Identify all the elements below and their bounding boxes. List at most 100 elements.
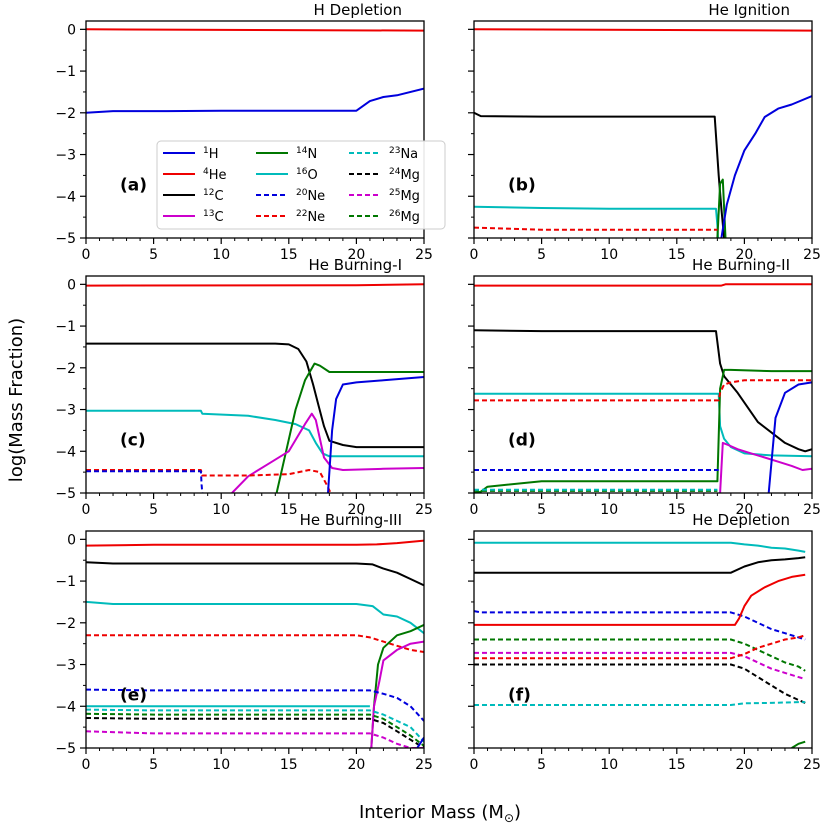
x-tick-label: 20 bbox=[735, 247, 753, 263]
y-tick-label: −1 bbox=[55, 574, 76, 590]
series-na23 bbox=[86, 708, 424, 743]
y-tick-label: −5 bbox=[55, 231, 76, 247]
x-tick-label: 10 bbox=[212, 757, 230, 773]
series-mg26 bbox=[474, 638, 806, 672]
y-tick-label: 0 bbox=[67, 22, 76, 38]
x-tick-label: 10 bbox=[212, 502, 230, 518]
y-tick-label: −2 bbox=[55, 616, 76, 632]
x-tick-label: 15 bbox=[668, 502, 686, 518]
series-ne20 bbox=[86, 470, 204, 493]
legend-entry-label: 4He bbox=[203, 167, 227, 183]
x-tick-label: 0 bbox=[82, 247, 91, 263]
legend-entry-label: 22Ne bbox=[296, 209, 325, 225]
panel-2: 0 5 10 15 20 25 He Ignition (b) bbox=[468, 1, 821, 263]
series-he4 bbox=[474, 573, 806, 626]
x-tick-label: 10 bbox=[600, 757, 618, 773]
x-tick-label: 20 bbox=[735, 757, 753, 773]
series-c12 bbox=[474, 111, 726, 238]
x-tick-label: 5 bbox=[149, 247, 158, 263]
series-he4 bbox=[86, 283, 424, 287]
series-group bbox=[474, 28, 812, 238]
series-h1 bbox=[767, 381, 812, 493]
panel-label: (d) bbox=[508, 430, 536, 450]
x-tick-label: 5 bbox=[149, 502, 158, 518]
legend-entry-label: 23Na bbox=[389, 146, 418, 162]
panel-4: 0 5 10 15 20 25 He Burning-II (d) bbox=[468, 256, 821, 518]
x-tick-label: 15 bbox=[280, 757, 298, 773]
series-he4 bbox=[474, 283, 812, 287]
series-h1 bbox=[720, 95, 812, 238]
x-tick-label: 25 bbox=[803, 757, 821, 773]
panel-label: (c) bbox=[120, 430, 146, 450]
y-tick-label: −2 bbox=[55, 361, 76, 377]
series-c12 bbox=[86, 561, 424, 587]
series-o16 bbox=[474, 541, 806, 553]
series-c12 bbox=[474, 329, 812, 453]
panel-label: (b) bbox=[508, 175, 536, 195]
x-tick-label: 0 bbox=[470, 247, 479, 263]
series-c13 bbox=[370, 640, 424, 748]
legend-entry-label: 20Ne bbox=[296, 188, 325, 204]
series-ne22 bbox=[86, 634, 424, 653]
legend-entry-label: 12C bbox=[203, 188, 224, 204]
axes-frame bbox=[473, 530, 813, 749]
panels-group: 0 5 10 15 20 25 0 −1 −2 −3 −4 −5 H Depletion (a) 0 5 10 1… bbox=[55, 1, 821, 773]
legend: 1H 4He 12C 13C 14N 16O 20Ne 22Ne 23Na 24Mg 25Mg 26M… bbox=[156, 140, 446, 230]
panel-6: 0 5 10 15 20 25 He Depletion (f) bbox=[468, 511, 821, 773]
x-tick-label: 25 bbox=[803, 502, 821, 518]
y-tick-label: 0 bbox=[67, 277, 76, 293]
y-tick-label: −1 bbox=[55, 319, 76, 335]
x-tick-label: 5 bbox=[537, 502, 546, 518]
y-tick-label: −1 bbox=[55, 64, 76, 80]
x-tick-label: 15 bbox=[280, 247, 298, 263]
x-tick-label: 15 bbox=[668, 757, 686, 773]
series-na23 bbox=[474, 701, 806, 706]
panel-title: He Burning-III bbox=[300, 511, 402, 529]
x-tick-label: 20 bbox=[347, 757, 365, 773]
x-tick-label: 20 bbox=[347, 502, 365, 518]
y-tick-label: −3 bbox=[55, 148, 76, 164]
series-c12 bbox=[86, 342, 424, 449]
y-tick-label: −4 bbox=[55, 189, 76, 205]
axes-frame bbox=[85, 530, 425, 749]
x-tick-label: 25 bbox=[803, 247, 821, 263]
x-tick-label: 5 bbox=[149, 757, 158, 773]
y-axis-label: log(Mass Fraction) bbox=[6, 318, 27, 482]
y-tick-label: 0 bbox=[67, 532, 76, 548]
series-he4 bbox=[474, 28, 812, 32]
series-group bbox=[86, 28, 424, 114]
x-tick-label: 0 bbox=[82, 757, 91, 773]
y-tick-label: −3 bbox=[55, 658, 76, 674]
x-tick-label: 20 bbox=[347, 247, 365, 263]
x-tick-label: 15 bbox=[280, 502, 298, 518]
series-he4 bbox=[86, 539, 424, 547]
x-tick-label: 10 bbox=[600, 502, 618, 518]
series-n14 bbox=[275, 362, 424, 493]
series-h1 bbox=[327, 376, 424, 493]
series-mg26 bbox=[86, 712, 424, 747]
panel-title: He Depletion bbox=[692, 511, 790, 529]
series-group bbox=[474, 541, 806, 748]
x-tick-label: 25 bbox=[415, 757, 433, 773]
series-ne22 bbox=[474, 634, 806, 660]
series-group bbox=[86, 539, 424, 748]
y-tick-label: −5 bbox=[55, 741, 76, 757]
axes-frame bbox=[85, 20, 425, 239]
series-n14 bbox=[791, 740, 806, 748]
legend-entry-label: 24Mg bbox=[389, 167, 420, 183]
x-tick-label: 10 bbox=[212, 247, 230, 263]
series-mg24 bbox=[86, 717, 424, 748]
series-h1 bbox=[416, 737, 424, 748]
panel-title: He Ignition bbox=[708, 1, 790, 19]
series-mg25 bbox=[474, 651, 806, 681]
x-tick-label: 0 bbox=[82, 502, 91, 518]
series-o16 bbox=[86, 409, 424, 458]
axes-frame bbox=[473, 275, 813, 494]
axes-frame bbox=[473, 20, 813, 239]
panel-label: (e) bbox=[120, 685, 147, 705]
legend-entry-label: 26Mg bbox=[389, 209, 420, 225]
series-c12 bbox=[474, 556, 806, 574]
y-tick-label: −4 bbox=[55, 699, 76, 715]
x-tick-label: 0 bbox=[470, 757, 479, 773]
